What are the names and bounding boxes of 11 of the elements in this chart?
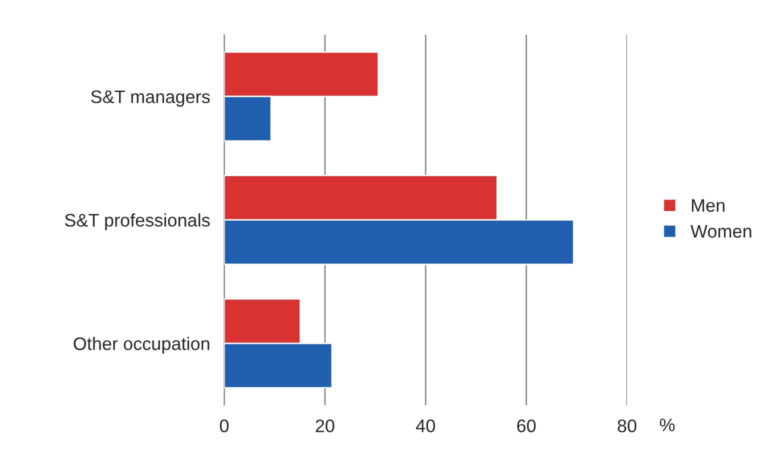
y-tick-label: S&T managers — [91, 90, 210, 107]
x-tick-label: 60 — [517, 419, 536, 432]
y-tick-label: S&T professionals — [65, 213, 210, 230]
x-axis-title: % — [660, 418, 675, 432]
legend-label: Women — [690, 225, 752, 238]
y-tick-label: Other occupation — [74, 336, 210, 354]
x-tick-label: 20 — [316, 419, 334, 432]
x-tick-label: 40 — [416, 419, 435, 432]
legend-label: Men — [692, 199, 724, 212]
x-tick-label: 0 — [220, 419, 229, 432]
x-tick-label: 80 — [618, 419, 636, 432]
